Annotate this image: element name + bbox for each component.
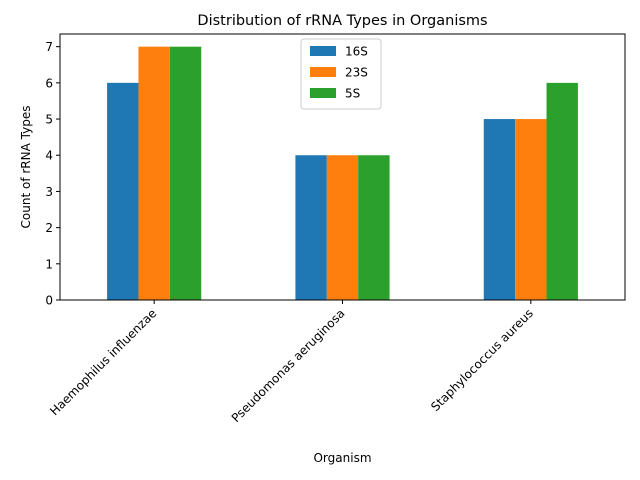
x-tick-label: Haemophilus influenzae: [47, 306, 159, 418]
x-tick-label: Pseudomonas aeruginosa: [229, 306, 348, 425]
legend-swatch-16s: [310, 46, 336, 56]
y-tick-label: 7: [45, 40, 53, 54]
bar-5s-1: [358, 155, 390, 300]
y-axis-label: Count of rRNA Types: [19, 106, 33, 229]
legend: 16S 23S 5S: [300, 38, 382, 110]
x-axis: Haemophilus influenzae Pseudomonas aerugi…: [47, 300, 536, 425]
bar-16s-1: [295, 155, 327, 300]
y-tick-label: 4: [45, 149, 53, 163]
y-tick-label: 0: [45, 294, 53, 308]
x-tick-label: Staphylococcus aureus: [428, 306, 536, 414]
y-tick-label: 3: [45, 185, 53, 199]
bar-23s-1: [326, 155, 359, 300]
legend-label-16s: 16S: [345, 45, 368, 59]
bars-group: [107, 46, 578, 300]
bar-16s-0: [107, 82, 139, 300]
legend-swatch-5s: [310, 88, 336, 98]
legend-swatch-23s: [310, 67, 336, 77]
y-tick-label: 6: [45, 76, 53, 90]
legend-label-23s: 23S: [345, 66, 368, 80]
bar-5s-0: [169, 46, 202, 300]
bar-16s-2: [483, 119, 516, 300]
y-tick-label: 2: [45, 221, 53, 235]
bar-23s-0: [138, 46, 170, 300]
legend-label-5s: 5S: [345, 87, 360, 101]
chart-title: Distribution of rRNA Types in Organisms: [197, 13, 487, 29]
plot-frame: [59, 33, 626, 301]
bar-5s-2: [546, 82, 578, 300]
bar-23s-2: [515, 119, 547, 300]
y-axis: 0 1 2 3 4 5 6 7: [45, 40, 60, 308]
y-tick-label: 1: [45, 257, 53, 271]
y-tick-label: 5: [45, 113, 53, 127]
x-axis-label: Organism: [313, 451, 371, 465]
